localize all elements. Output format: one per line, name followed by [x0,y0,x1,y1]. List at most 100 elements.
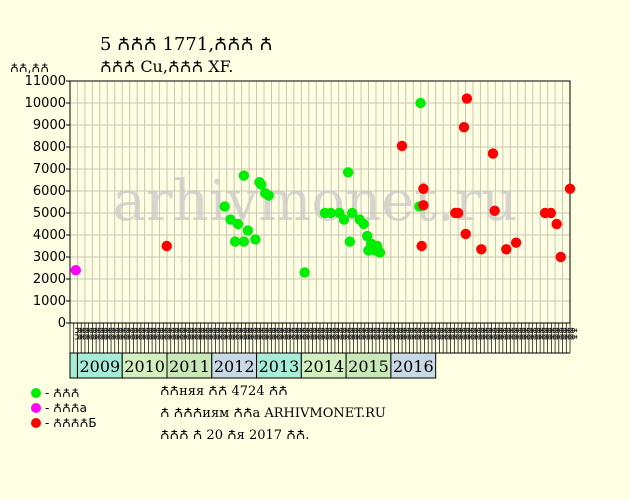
month-label: ꙈꙈ [105,327,115,340]
month-label: ꙈꙈ [508,327,518,340]
data-point [489,205,500,216]
month-label: ꙈꙈ [195,327,205,340]
month-label: ꙈꙈ [210,327,220,340]
month-label: ꙈꙈ [348,327,358,340]
legend-label: - ꙈꙈꙈ [45,386,80,400]
month-label: ꙈꙈ [341,327,351,340]
month-label: ꙈꙈ [169,327,179,340]
month-label: ꙈꙈ [277,327,287,340]
month-label: ꙈꙈ [415,327,425,340]
month-label: ꙈꙈ [94,327,104,340]
data-point [458,122,470,133]
month-label: ꙈꙈ [314,327,324,340]
year-band-cell [121,352,168,379]
month-label: ꙈꙈ [527,327,537,340]
month-label: ꙈꙈ [225,327,235,340]
month-label: ꙈꙈ [244,327,254,340]
month-label: ꙈꙈ [352,327,362,340]
data-point [238,236,250,247]
month-label: ꙈꙈ [202,327,212,340]
chart-title: 5 ꙈꙈꙈ 1771,ꙈꙈꙈ Ꙉ [100,34,273,55]
month-label: ꙈꙈ [146,327,156,340]
y-tick-label: 9000 [33,118,66,133]
month-label: ꙈꙈ [135,327,145,340]
legend: - ꙈꙈꙈ- ꙈꙈꙈa- ꙈꙈꙈꙈБ [31,386,97,430]
month-label: ꙈꙈ [91,327,101,340]
y-tick-label: 10000 [25,96,66,111]
month-label: ꙈꙈ [87,327,97,340]
month-label: ꙈꙈ [523,327,533,340]
month-label: ꙈꙈ [322,327,332,340]
month-label: ꙈꙈ [475,327,485,340]
month-label: ꙈꙈ [490,327,500,340]
month-label: ꙈꙈ [385,327,395,340]
month-label: ꙈꙈ [445,327,455,340]
data-point [255,179,267,190]
data-point [342,167,354,178]
month-label: ꙈꙈ [370,327,380,340]
month-label: ꙈꙈ [150,327,160,340]
month-label: ꙈꙈ [396,327,406,340]
month-label: ꙈꙈ [326,327,336,340]
month-label: ꙈꙈ [471,327,481,340]
month-label: ꙈꙈ [128,327,138,340]
month-label: ꙈꙈ [273,327,283,340]
month-label: ꙈꙈ [232,327,242,340]
month-label: ꙈꙈ [188,327,198,340]
data-point [346,207,358,219]
month-label: ꙈꙈ [516,327,526,340]
month-label: ꙈꙈ [486,327,496,340]
year-band-cell [211,352,258,379]
chart-subtitle: ꙈꙈꙈ Cu,ꙈꙈꙈ XF. [100,57,233,76]
month-label: ꙈꙈ [161,327,171,340]
month-label: ꙈꙈ [561,327,571,340]
month-label: ꙈꙈ [404,327,414,340]
data-point [564,183,576,194]
month-label: ꙈꙈ [549,327,559,340]
info-line: ꙈꙈняя ꙈꙈ 4724 ꙈꙈ [160,384,288,399]
month-label: ꙈꙈ [270,327,280,340]
year-label: 2015 [348,357,389,376]
year-label: 2013 [259,357,300,376]
legend-marker [31,403,41,413]
info-line: Ꙉ ꙈꙈꙈиям ꙈꙈa ARHIVMONET.RU [160,406,386,421]
month-label: ꙈꙈ [329,327,339,340]
data-point [263,190,274,201]
year-band-lead [69,352,78,379]
data-point [551,218,562,230]
month-label: ꙈꙈ [426,327,436,340]
month-label: ꙈꙈ [72,327,82,340]
month-label: ꙈꙈ [568,327,578,340]
month-label: ꙈꙈ [497,327,507,340]
month-label: ꙈꙈ [505,327,515,340]
y-tick-label: 4000 [33,228,66,243]
data-point [242,225,254,236]
year-band-cell [166,352,213,379]
month-label: ꙈꙈ [408,327,418,340]
month-label: ꙈꙈ [535,327,545,340]
data-point [510,237,522,248]
data-point [229,236,241,247]
month-label: ꙈꙈ [553,327,563,340]
month-label: ꙈꙈ [400,327,410,340]
month-label: ꙈꙈ [359,327,369,340]
month-label: ꙈꙈ [180,327,190,340]
y-tick-label: 7000 [33,162,66,177]
legend-marker [31,418,41,428]
month-label: ꙈꙈ [113,327,123,340]
month-labels: ꙈꙈꙈꙈꙈꙈꙈꙈꙈꙈꙈꙈꙈꙈꙈꙈꙈꙈꙈꙈꙈꙈꙈꙈꙈꙈꙈꙈꙈꙈꙈꙈꙈꙈꙈꙈꙈꙈꙈꙈ… [72,327,578,340]
data-point [452,207,464,219]
month-label: ꙈꙈ [288,327,298,340]
month-label: ꙈꙈ [337,327,347,340]
month-label: ꙈꙈ [479,327,489,340]
month-label: ꙈꙈ [236,327,246,340]
month-label: ꙈꙈ [464,327,474,340]
data-point [476,244,487,255]
month-label: ꙈꙈ [318,327,328,340]
data-point [416,240,427,252]
y-tick-label: 3000 [33,250,66,265]
year-band-cell [345,352,392,379]
data-point [362,230,373,242]
month-label: ꙈꙈ [452,327,462,340]
month-label: ꙈꙈ [258,327,268,340]
